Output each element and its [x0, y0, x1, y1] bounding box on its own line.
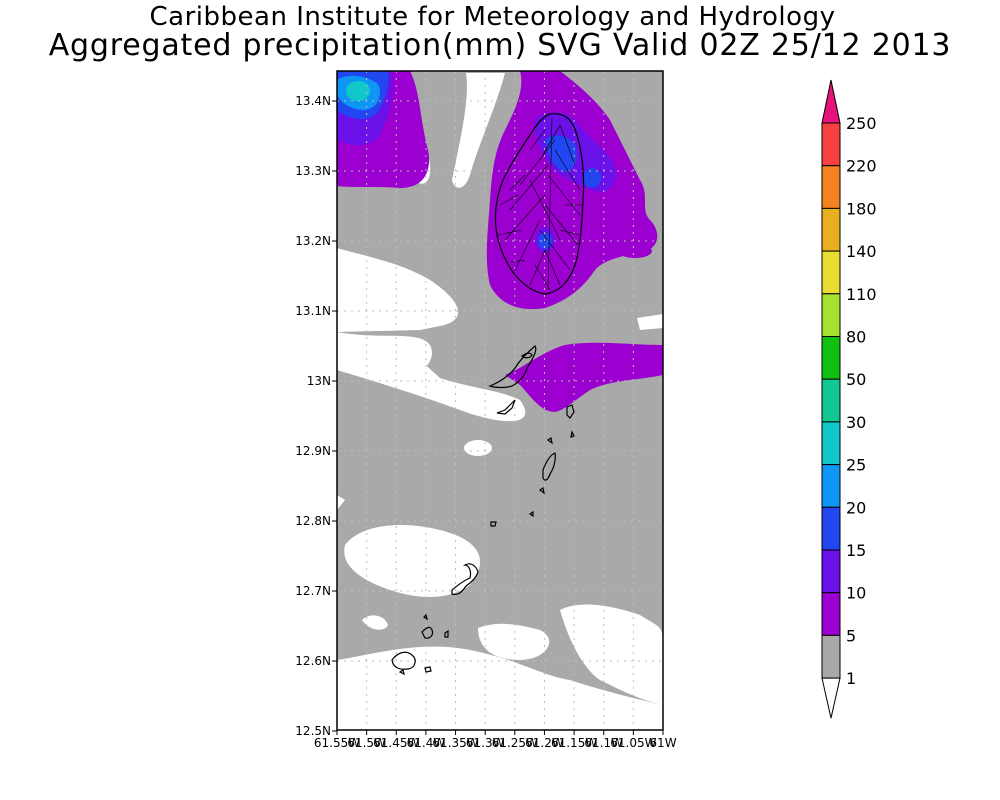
no-rain-areas	[337, 73, 663, 730]
lon-tick-label: 61.5W	[347, 736, 386, 750]
colorbar-label: 1	[846, 669, 856, 688]
colorbar-label: 110	[846, 285, 877, 304]
colorbar-band	[821, 634, 841, 679]
colorbar-band	[821, 378, 841, 423]
lon-tick-label: 61.45W	[373, 736, 419, 750]
coastlines	[391, 113, 585, 676]
colorbar-band	[821, 506, 841, 551]
lat-tick-label: 13.3N	[295, 164, 331, 178]
lat-tick-label: 12.6N	[295, 654, 331, 668]
colorbar-bottom-arrow	[821, 677, 841, 719]
island-canouan	[542, 452, 556, 481]
lon-tick-label: 61.15W	[551, 736, 597, 750]
lon-tick-label: 61W	[649, 736, 676, 750]
title-institute: Caribbean Institute for Meteorology and …	[149, 2, 836, 32]
colorbar-band	[821, 207, 841, 252]
lon-tick-label: 61.55W	[314, 736, 360, 750]
colorbar-band	[821, 250, 841, 295]
colorbar-band	[821, 165, 841, 209]
colorbar-band	[821, 421, 841, 466]
precipitation-map	[337, 71, 663, 730]
colorbar-band	[821, 336, 841, 380]
lon-tick-label: 61.2W	[525, 736, 564, 750]
colorbar-label: 30	[846, 413, 866, 432]
lon-tick-label: 61.25W	[492, 736, 538, 750]
lat-tick-label: 13N	[307, 374, 331, 388]
colorbar-label: 50	[846, 370, 866, 389]
lon-tick-label: 61.4W	[407, 736, 446, 750]
lon-tick-label: 61.35W	[432, 736, 478, 750]
colorbar-label: 180	[846, 199, 877, 218]
map-frame	[336, 70, 664, 731]
lat-tick-label: 12.7N	[295, 584, 331, 598]
island-petite-martinique	[391, 651, 416, 670]
colorbar-label: 80	[846, 328, 866, 347]
lat-tick-label: 13.2N	[295, 234, 331, 248]
colorbar-label: 20	[846, 498, 866, 517]
colorbar-band	[821, 592, 841, 636]
lat-tick-label: 12.9N	[295, 444, 331, 458]
island-carriacou	[421, 626, 434, 639]
colorbar-label: 250	[846, 114, 877, 133]
colorbar-top-arrow	[821, 79, 841, 124]
lon-tick-label: 61.3W	[466, 736, 505, 750]
colorbar-label: 15	[846, 541, 866, 560]
longitude-axis: 61.55W61.5W61.45W61.4W61.35W61.3W61.25W6…	[314, 730, 677, 750]
colorbar-band	[821, 464, 841, 508]
colorbar-label: 140	[846, 242, 877, 261]
colorbar-band	[821, 122, 841, 167]
island-bequia-north	[520, 352, 533, 359]
colorbar-band	[821, 549, 841, 594]
lat-tick-label: 13.1N	[295, 304, 331, 318]
rivers	[497, 117, 582, 291]
lat-tick-label: 13.4N	[295, 94, 331, 108]
precip-25-30mm-area	[346, 81, 370, 101]
title-product: Aggregated precipitation(mm) SVG Valid 0…	[48, 28, 952, 63]
colorbar-label: 220	[846, 157, 877, 176]
lon-tick-label: 61.05W	[610, 736, 656, 750]
precipitation-colorbar: 250 220 180 140 110 80 50 30 25 20 15 10 5 1	[821, 79, 877, 719]
colorbar-label: 10	[846, 584, 866, 603]
lat-tick-label: 12.5N	[295, 724, 331, 738]
colorbar-band	[821, 293, 841, 337]
colorbar-label: 25	[846, 456, 866, 475]
island-union	[451, 563, 479, 596]
island-bequia	[488, 345, 537, 389]
lat-tick-label: 12.8N	[295, 514, 331, 528]
lon-tick-label: 61.1W	[584, 736, 623, 750]
colorbar-label: 5	[846, 626, 856, 645]
latitude-axis: 13.4N 13.3N 13.2N 13.1N 13N 12.9N 12.8N 12.7N 12…	[295, 94, 337, 738]
island-st-vincent	[494, 113, 585, 295]
